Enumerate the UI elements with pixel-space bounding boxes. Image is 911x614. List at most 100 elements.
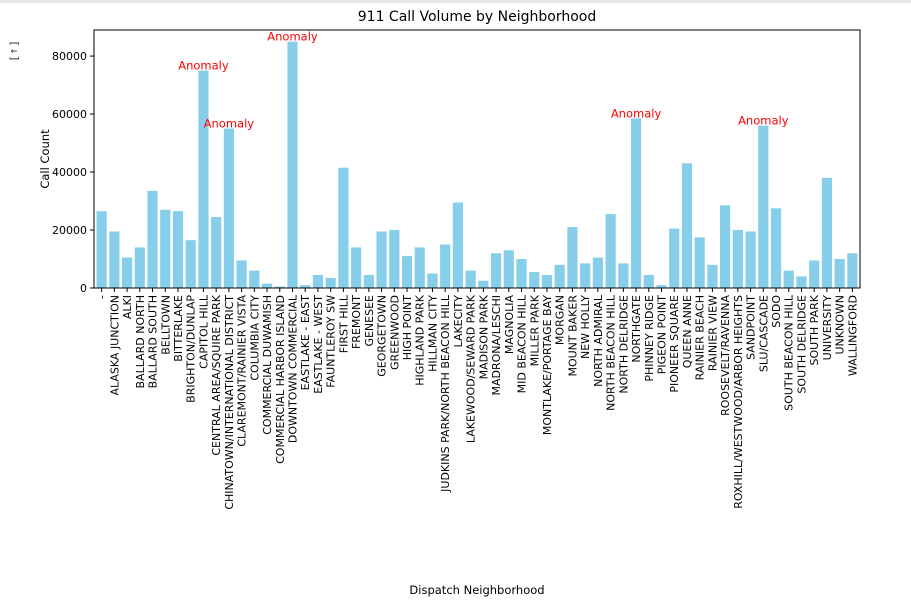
x-tick-label-highland-park: HIGHLAND PARK [414,294,427,386]
bar-fremont [351,247,362,288]
x-tick-label-ballard-north: BALLARD NORTH [134,295,147,388]
x-tick-label-lakecity: LAKECITY [452,295,465,348]
x-tick-label-sodo: SODO [770,295,783,328]
x-tick-label-miller-park: MILLER PARK [528,294,541,366]
bar-bitterlake [172,211,184,288]
anomaly-label-capitol-hill: Anomaly [178,59,229,73]
x-tick-label-high-point: HIGH POINT [401,295,414,361]
x-tick-label-morgan: MORGAN [554,295,567,345]
bar-high-point [401,256,413,288]
bar-rainier-view [707,264,718,288]
x-tick-label-capitol-hill: CAPITOL HILL [197,294,210,369]
x-tick-label-greenwood: GREENWOOD [388,295,401,370]
bar-miller-park [529,272,540,288]
bar-columbia-city [249,270,260,288]
x-tick-label-first-hill: FIRST HILL [337,294,350,353]
x-tick-label-rainier-beach: RAINIER BEACH [694,295,707,380]
bar-north-delridge [618,263,629,288]
x-tick-label-mount-baker: MOUNT BAKER [566,295,579,377]
x-tick-label-eastlake-west: EASTLAKE - WEST [312,295,325,394]
bar-chinatown-international-district [223,128,234,288]
bar-alki [121,257,133,288]
x-tick-label-alki: ALKI [121,295,134,319]
x-tick-label-unknown: UNKNOWN [834,295,847,355]
bar-pigeon-point [656,285,667,288]
x-tick-label-central-area-squire-park: CENTRAL AREA/SQUIRE PARK [210,294,223,455]
bar-south-delridge [796,276,807,288]
bar-roxhill-westwood-arbor-heights [732,230,743,288]
y-tick-label: 40000 [52,166,87,179]
bar-ballard-south [147,190,158,288]
bar-rainier-beach [694,237,705,288]
x-tick-label-georgetown: GEORGETOWN [376,295,389,377]
x-tick-label-phinney-ridge: PHINNEY RIDGE [643,295,656,382]
x-tick-label-dash: - [96,295,109,299]
bar-greenwood [389,230,400,288]
bar-madrona-leschi [491,253,502,288]
x-tick-label-roxhill-westwood-arbor-heights: ROXHILL/WESTWOOD/ARBOR HEIGHTS [732,295,745,509]
x-tick-label-queen-anne: QUEEN ANNE [681,295,694,368]
x-tick-label-south-delridge: SOUTH DELRIDGE [795,295,808,394]
bar-north-beacon-hill [605,214,616,288]
plot-area-frame [93,29,861,289]
bar-commercial-harbor-island [274,286,285,288]
bar-sodo [770,208,782,288]
bar-queen-anne [681,163,693,288]
notebook-top-border [0,0,911,3]
x-tick-label-madrona-leschi: MADRONA/LESCHI [490,295,503,396]
bar-new-holly [580,263,591,288]
anomaly-label-chinatown-international-district: Anomaly [204,117,255,131]
x-axis: - ALASKA JUNCTION ALKI BALLARD NORTH BALLARD… [96,288,859,510]
x-tick-label-magnolia: MAGNOLIA [503,295,516,355]
bar-sandpoint [745,231,756,288]
output-toolbar-icon[interactable]: [↓] [8,40,21,63]
bar-northgate [630,118,642,288]
x-tick-label-claremont-rainier-vista: CLAREMONT/RAINIER VISTA [236,295,249,447]
bar-pioneer-square [669,228,680,288]
x-tick-label-slu-cascade: SLU/CASCADE [757,295,770,372]
bar-lakecity [452,202,463,288]
bar-claremont-rainier-vista [236,260,247,288]
bar-eastlake-east [300,285,311,288]
bar-madison-park [478,280,489,288]
x-tick-label-north-admiral: NORTH ADMIRAL [592,294,605,387]
x-tick-label-north-delridge: NORTH DELRIDGE [617,295,630,394]
x-tick-label-brighton-dunlap: BRIGHTON/DUNLAP [185,295,198,403]
x-tick-label-bitterlake: BITTERLAKE [172,295,185,362]
x-tick-label-eastlake-east: EASTLAKE - EAST [299,295,312,391]
anomaly-label-northgate: Anomaly [611,106,662,120]
x-tick-label-fauntleroy-sw: FAUNTLEROY SW [325,295,338,388]
x-tick-label-north-beacon-hill: NORTH BEACON HILL [605,294,618,411]
x-tick-label-rainier-view: RAINIER VIEW [706,295,719,371]
x-tick-label-commercial-harbor-island: COMMERCIAL HARBOR ISLAND [274,295,287,464]
bar-university [821,177,833,288]
x-tick-label-columbia-city: COLUMBIA CITY [248,295,261,381]
x-tick-label-ballard-south: BALLARD SOUTH [147,295,160,388]
bar-ballard-north [134,247,145,288]
bars-group [96,41,858,288]
x-tick-label-hillman-city: HILLMAN CITY [426,295,439,372]
bar-genesee [363,274,374,288]
bar-mid-beacon-hill [516,259,527,288]
y-tick-label: 20000 [52,224,87,237]
bar-capitol-hill [198,70,209,288]
bar-roosevelt-ravenna [720,205,731,288]
x-tick-label-mid-beacon-hill: MID BEACON HILL [516,294,529,393]
x-axis-label: Dispatch Neighborhood [409,583,544,597]
x-tick-label-belltown: BELLTOWN [159,295,172,355]
chart-title: 911 Call Volume by Neighborhood [358,9,597,25]
bar-fauntleroy-sw [325,277,336,288]
y-tick-label: 0 [80,282,87,295]
y-tick-label: 80000 [52,50,87,63]
bar-mount-baker [567,227,578,288]
annotations-group: Anomaly Anomaly Anomaly Anomaly Anomaly [178,30,789,131]
bar-magnolia [503,250,514,288]
y-axis: 0 20000 40000 60000 80000 [52,50,94,295]
bar-north-admiral [592,257,603,288]
y-tick-label: 60000 [52,108,87,121]
y-axis-label: Call Count [38,129,52,189]
x-tick-label-roosevelt-ravenna: ROOSEVELT/RAVENNA [719,295,732,416]
bar-belltown [160,209,171,288]
bar-unknown [834,259,845,288]
